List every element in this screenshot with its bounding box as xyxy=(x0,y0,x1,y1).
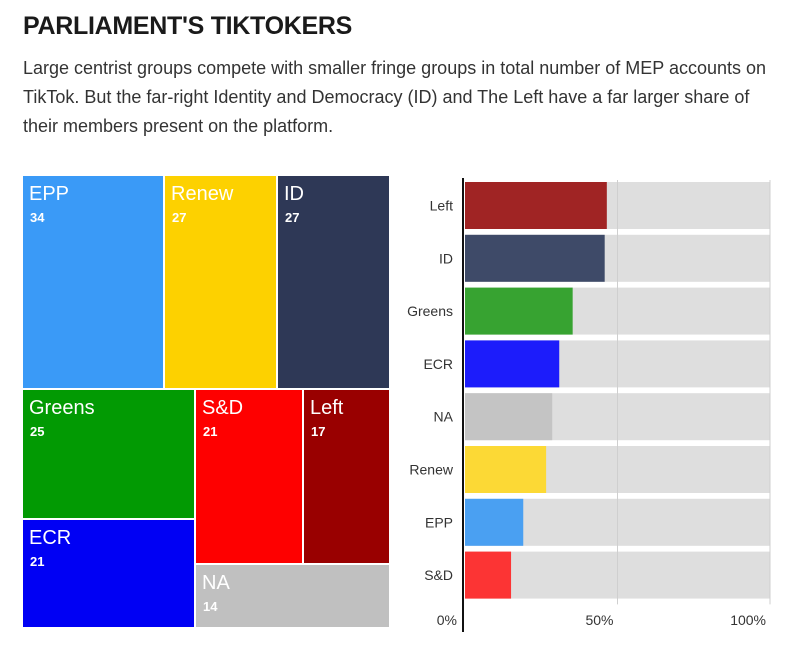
category-label-greens: Greens xyxy=(407,303,453,319)
category-label-epp: EPP xyxy=(425,514,453,530)
chart-title: PARLIAMENT'S TIKTOKERS xyxy=(23,12,352,40)
bar-greens xyxy=(465,287,573,335)
category-label-s-d: S&D xyxy=(424,567,453,583)
bar-epp xyxy=(465,498,524,546)
treemap-tile-value: 21 xyxy=(30,554,45,569)
category-label-id: ID xyxy=(439,250,453,266)
bar-id xyxy=(465,234,605,282)
treemap-tile-value: 21 xyxy=(203,424,218,439)
treemap-tile-left: Left 17 xyxy=(304,390,391,565)
x-tick-label: 100% xyxy=(730,612,766,628)
chart-subtitle: Large centrist groups compete with small… xyxy=(23,58,767,136)
treemap-tile-id: ID 27 xyxy=(278,176,391,390)
bar-s-d xyxy=(465,551,512,599)
x-tick-label: 0% xyxy=(437,612,457,628)
treemap-tile-label: EPP xyxy=(29,183,70,205)
category-label-renew: Renew xyxy=(409,462,453,478)
treemap-tile-greens: Greens 25 xyxy=(23,390,196,520)
bar-chart: Left ID Greens ECR NA Renew EPP S&D 0% 50% 100% xyxy=(407,178,771,632)
x-tick-label: 50% xyxy=(585,612,613,628)
treemap-tile-label: Renew xyxy=(171,183,234,205)
bar-left xyxy=(465,182,607,229)
treemap-tile-label: Left xyxy=(310,397,344,419)
bar-na xyxy=(465,393,553,441)
treemap-tile-label: NA xyxy=(202,572,230,594)
treemap-tile-na: NA 14 xyxy=(196,565,391,629)
treemap-tile-value: 17 xyxy=(311,424,326,439)
treemap-tile-value: 27 xyxy=(172,210,187,225)
treemap-tile-value: 14 xyxy=(203,599,218,614)
treemap-tile-epp: EPP 34 xyxy=(23,176,165,390)
treemap-tile-label: ID xyxy=(284,183,304,205)
treemap-tile-label: ECR xyxy=(29,527,72,549)
treemap-tile-label: S&D xyxy=(202,397,244,419)
bar-renew xyxy=(465,446,547,493)
treemap-tile-value: 27 xyxy=(285,210,300,225)
treemap-tile-ecr: ECR 21 xyxy=(23,520,196,629)
treemap-tile-renew: Renew 27 xyxy=(165,176,278,390)
treemap-tile-label: Greens xyxy=(29,397,95,419)
treemap-tile-value: 34 xyxy=(30,210,45,225)
category-label-left: Left xyxy=(430,198,453,214)
treemap-tile-value: 25 xyxy=(30,424,45,439)
category-label-na: NA xyxy=(434,409,454,425)
treemap-chart: EPP 34 Renew 27 ID 27 Greens 25 S&D 21 Left 17 ECR 21… xyxy=(23,176,391,629)
category-label-ecr: ECR xyxy=(423,356,453,372)
treemap-tile-s-d: S&D 21 xyxy=(196,390,304,565)
bar-ecr xyxy=(465,340,560,388)
